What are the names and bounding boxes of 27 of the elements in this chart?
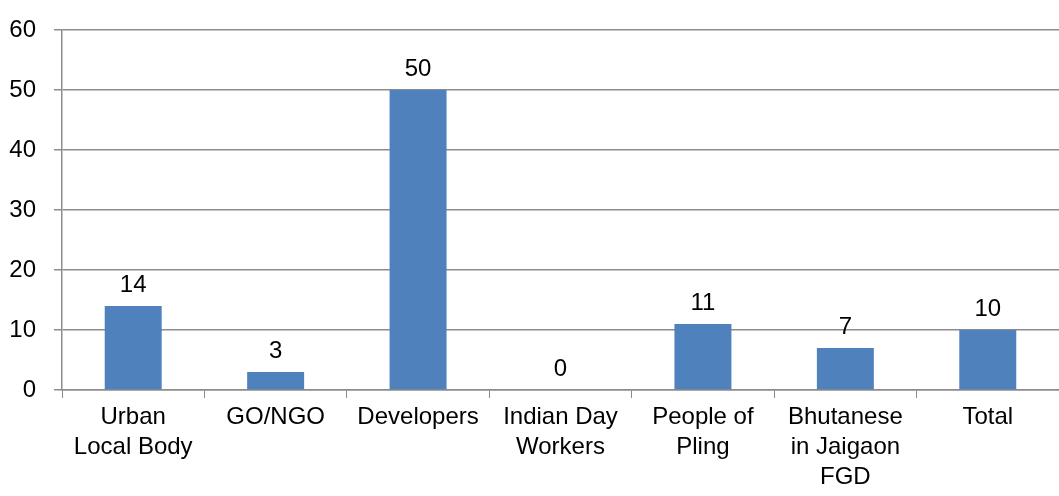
data-label: 0 xyxy=(553,353,568,381)
x-tick-label: Bhutanese in Jaigaon FGD xyxy=(787,401,903,489)
x-tick-label: Developers xyxy=(357,401,479,429)
data-label: 3 xyxy=(268,335,283,363)
data-label: 10 xyxy=(974,293,1002,321)
y-tick-label: 20 xyxy=(9,254,36,282)
x-tick-label: GO/NGO xyxy=(226,401,325,429)
data-label: 11 xyxy=(690,287,716,315)
bar xyxy=(104,306,162,390)
y-tick-label: 50 xyxy=(9,74,36,102)
data-label: 7 xyxy=(838,311,853,339)
bar xyxy=(959,330,1017,390)
bar xyxy=(247,372,305,390)
data-label: 50 xyxy=(404,53,432,81)
x-tick-label: Total xyxy=(962,401,1014,429)
bar xyxy=(389,90,447,390)
bar xyxy=(674,324,732,390)
y-tick-label: 0 xyxy=(22,374,36,402)
y-tick-label: 60 xyxy=(9,14,36,42)
y-tick-label: 40 xyxy=(9,134,36,162)
x-tick-label: Urban Local Body xyxy=(73,401,193,459)
x-tick-label: Indian Day Workers xyxy=(503,401,618,459)
y-tick-label: 30 xyxy=(9,194,36,222)
data-label: 14 xyxy=(119,269,147,297)
x-tick-label: People of Pling xyxy=(652,401,754,459)
y-tick-label: 10 xyxy=(9,314,36,342)
bar xyxy=(816,348,874,390)
